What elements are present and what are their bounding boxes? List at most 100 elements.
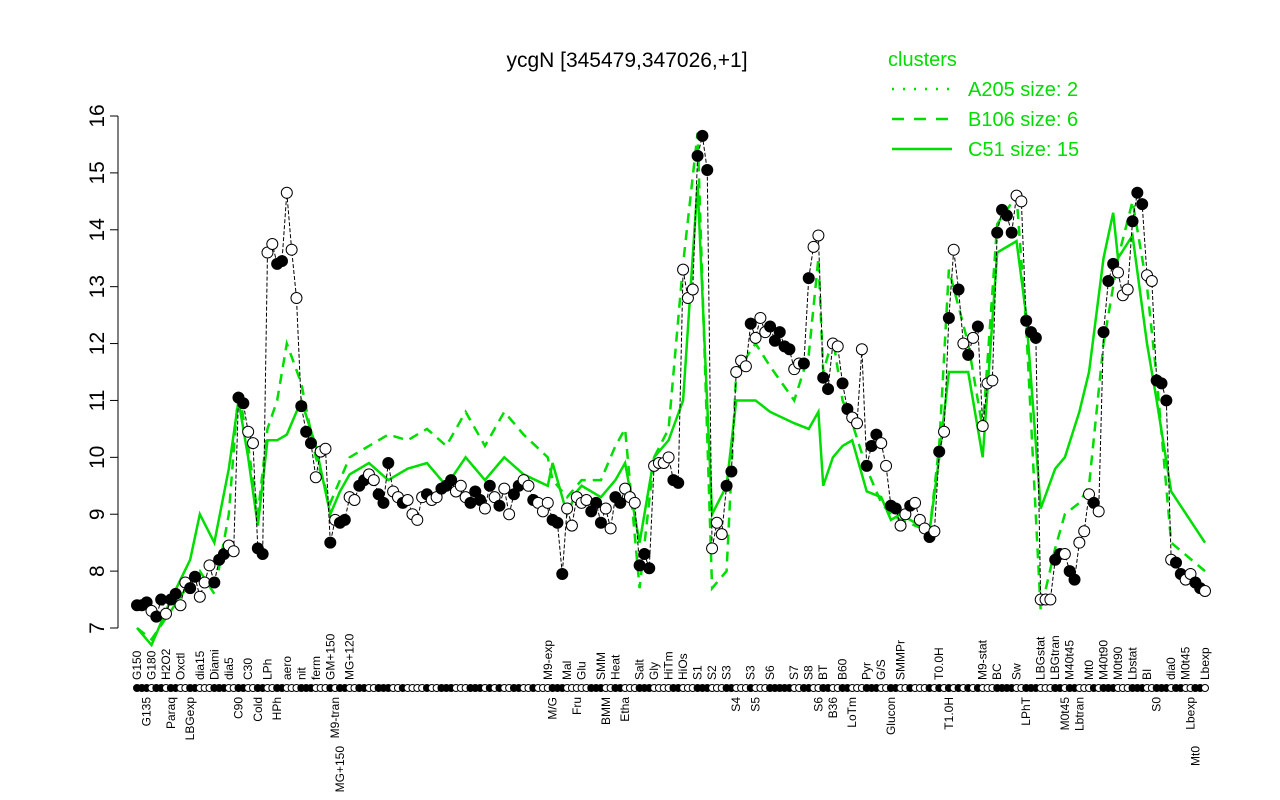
data-point bbox=[880, 459, 893, 472]
legend-entry: B106 size: 6 bbox=[968, 109, 1078, 131]
x-tick-label: M0t45 bbox=[1179, 646, 1193, 680]
data-point bbox=[764, 320, 777, 333]
y-tick-label: 8 bbox=[86, 565, 109, 577]
data-point bbox=[256, 548, 269, 561]
x-tick-label: MG+120 bbox=[343, 633, 357, 680]
x-tick-label: LBGexp bbox=[183, 697, 197, 741]
data-point bbox=[1170, 556, 1183, 569]
x-tick-label: dia0 bbox=[1164, 657, 1178, 680]
x-tick-label: MG+150 bbox=[333, 746, 347, 793]
series-C51 bbox=[136, 184, 1207, 648]
data-point bbox=[710, 516, 723, 529]
data-point bbox=[1068, 573, 1081, 586]
x-tick-label: S5 bbox=[749, 697, 763, 712]
data-point bbox=[976, 420, 989, 433]
data-point bbox=[1092, 505, 1105, 518]
y-tick-label: 14 bbox=[86, 218, 109, 242]
data-point bbox=[860, 459, 873, 472]
data-point bbox=[889, 502, 902, 515]
y-tick-label: 11 bbox=[86, 390, 109, 412]
data-point bbox=[1112, 266, 1125, 279]
data-point bbox=[295, 400, 308, 413]
x-tick-label: ferm bbox=[309, 656, 323, 680]
data-point bbox=[938, 425, 951, 438]
x-tick-label: G135 bbox=[140, 697, 154, 727]
x-tick-label: BMM bbox=[599, 697, 613, 725]
data-point bbox=[701, 164, 714, 177]
chart-title: ycgN [345479,347026,+1] bbox=[506, 49, 747, 72]
data-point bbox=[909, 496, 922, 509]
x-axis: G150 G135 G180 H2O2 Paraq Oxctl LBGexp dia15 Dia… bbox=[130, 633, 1212, 792]
x-tick-label: HPh bbox=[270, 697, 284, 720]
data-point bbox=[184, 582, 197, 595]
legend-entry: C51 size: 15 bbox=[968, 139, 1079, 161]
y-axis: 7 8 9 10 11 12 13 14 15 16 bbox=[86, 104, 119, 634]
x-tick-label: SMM bbox=[594, 652, 608, 680]
x-tick-label: S4 bbox=[729, 697, 743, 712]
x-tick-label: SMMPr bbox=[894, 640, 908, 680]
data-point bbox=[300, 425, 313, 438]
x-tick-label: Fru bbox=[570, 697, 584, 715]
data-point bbox=[802, 272, 815, 285]
x-tick-label: aero bbox=[280, 656, 294, 680]
data-point bbox=[1160, 394, 1173, 407]
data-point bbox=[338, 513, 351, 526]
x-tick-label: B60 bbox=[836, 658, 850, 680]
x-tick-label: Gly bbox=[647, 662, 661, 680]
data-point bbox=[720, 479, 733, 492]
x-tick-label: Lbstat bbox=[1126, 647, 1140, 680]
data-point bbox=[604, 522, 617, 535]
data-point bbox=[565, 519, 578, 532]
data-point bbox=[1020, 314, 1033, 327]
x-tick-label: T1.0H bbox=[942, 697, 956, 730]
x-tick-label: S3 bbox=[744, 665, 758, 680]
x-tick-label: LBGtran bbox=[1048, 635, 1062, 680]
x-tick-label: C90 bbox=[231, 697, 245, 719]
data-point bbox=[309, 471, 322, 484]
data-point bbox=[522, 479, 535, 492]
y-tick-label: 16 bbox=[86, 104, 109, 127]
x-tick-label: Glucon bbox=[884, 697, 898, 735]
data-point bbox=[991, 226, 1004, 239]
data-point bbox=[1000, 209, 1013, 222]
x-tick-label: M0t45 bbox=[1058, 697, 1072, 731]
data-point bbox=[638, 548, 651, 561]
x-tick-label: G/S bbox=[874, 659, 888, 680]
data-point bbox=[715, 528, 728, 541]
data-point bbox=[725, 465, 738, 478]
data-point bbox=[227, 545, 240, 558]
x-tick-label: Glu bbox=[575, 661, 589, 680]
data-point bbox=[971, 320, 984, 333]
data-point bbox=[275, 255, 288, 268]
data-point bbox=[836, 377, 849, 390]
data-point bbox=[348, 494, 361, 506]
data-point bbox=[677, 263, 690, 276]
x-tick-label: Lbexp bbox=[1184, 697, 1198, 730]
data-point bbox=[493, 499, 506, 512]
data-point bbox=[174, 599, 187, 612]
series-B106 bbox=[136, 132, 1206, 642]
x-tick-label: Oxctl bbox=[173, 653, 187, 680]
data-point bbox=[817, 371, 830, 384]
data-point bbox=[986, 374, 999, 387]
data-point bbox=[551, 516, 564, 529]
x-marker bbox=[1201, 684, 1209, 692]
data-point bbox=[541, 496, 554, 509]
data-point bbox=[614, 496, 627, 509]
data-point bbox=[691, 149, 704, 162]
data-point bbox=[812, 229, 825, 242]
legend-entry: A205 size: 2 bbox=[968, 79, 1078, 101]
x-tick-label: Cold bbox=[251, 697, 265, 722]
data-point bbox=[822, 383, 835, 396]
data-point bbox=[1029, 331, 1042, 344]
data-point bbox=[367, 474, 380, 487]
data-point bbox=[1145, 274, 1158, 287]
data-point bbox=[928, 525, 941, 538]
data-point bbox=[208, 576, 221, 589]
data-point bbox=[706, 542, 719, 555]
data-point bbox=[193, 590, 206, 603]
x-tick-label: LoTm bbox=[845, 697, 859, 728]
data-point bbox=[304, 437, 317, 450]
data-point bbox=[203, 559, 216, 572]
